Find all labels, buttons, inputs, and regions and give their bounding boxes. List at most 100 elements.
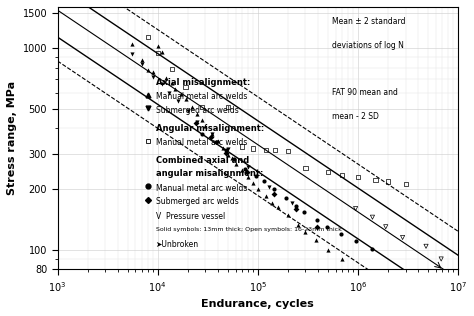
Point <box>222 150 229 155</box>
Point <box>324 170 331 175</box>
Point <box>265 184 273 189</box>
Text: Mean ± 2 standard: Mean ± 2 standard <box>332 17 405 27</box>
Text: Combined axial and: Combined axial and <box>155 156 249 165</box>
Text: Angular misalignment:: Angular misalignment: <box>155 124 264 133</box>
Point <box>313 218 321 223</box>
Point <box>208 131 216 137</box>
Point <box>172 86 179 91</box>
Point <box>199 131 206 137</box>
Text: deviations of log N: deviations of log N <box>332 41 404 50</box>
Point <box>354 174 362 179</box>
Point <box>284 213 292 218</box>
Text: Manual metal arc welds: Manual metal arc welds <box>155 184 247 192</box>
Point <box>254 186 262 191</box>
Point <box>422 244 430 249</box>
Point <box>168 66 176 71</box>
Point <box>192 120 200 125</box>
Text: mean - 2 SD: mean - 2 SD <box>332 112 379 121</box>
Point <box>338 173 346 178</box>
Point <box>301 230 309 235</box>
Point <box>288 201 296 206</box>
Point <box>352 206 359 211</box>
Point <box>292 204 300 209</box>
Point <box>128 41 136 46</box>
Point <box>352 239 359 244</box>
Point <box>238 144 246 149</box>
Point <box>282 196 290 201</box>
Point <box>230 156 238 161</box>
Point <box>194 112 201 117</box>
Point <box>184 108 191 113</box>
Point <box>149 70 157 75</box>
Point <box>238 168 246 173</box>
Point <box>292 206 300 211</box>
Point <box>241 166 249 171</box>
Text: angular misalignment:: angular misalignment: <box>155 169 263 178</box>
Point <box>402 181 410 186</box>
Point <box>219 145 227 150</box>
Text: FAT 90 mean and: FAT 90 mean and <box>332 88 398 97</box>
Point <box>214 139 222 144</box>
Text: V  Pressure vessel: V Pressure vessel <box>155 212 225 221</box>
Point <box>272 147 279 152</box>
Point <box>369 215 376 220</box>
Point <box>284 149 292 154</box>
Point <box>149 74 157 79</box>
Point <box>270 192 278 197</box>
Point <box>199 105 206 110</box>
Point <box>269 201 276 206</box>
Point <box>154 50 162 55</box>
Text: Manual metal arc welds: Manual metal arc welds <box>155 138 247 147</box>
Point <box>144 67 152 72</box>
Point <box>369 246 376 252</box>
Point <box>244 174 252 179</box>
Point <box>162 76 169 81</box>
Point <box>128 51 136 56</box>
Point <box>384 179 392 184</box>
Point <box>372 177 379 182</box>
Point <box>174 99 182 104</box>
Point <box>224 153 231 158</box>
Point <box>252 174 259 179</box>
Point <box>199 118 206 123</box>
Point <box>274 205 282 210</box>
Point <box>182 96 189 101</box>
Point <box>144 35 152 40</box>
Point <box>138 58 146 63</box>
Point <box>232 162 239 167</box>
Text: Submerged arc welds: Submerged arc welds <box>155 106 238 115</box>
Point <box>438 257 445 262</box>
Point <box>138 62 146 67</box>
Text: Axial misalignment:: Axial misalignment: <box>155 78 250 87</box>
Point <box>300 210 308 215</box>
Point <box>338 257 346 262</box>
Point <box>382 224 390 229</box>
Point <box>177 92 184 97</box>
Point <box>324 247 331 252</box>
Point <box>207 134 215 139</box>
Point <box>154 44 162 49</box>
Point <box>201 124 209 129</box>
Point <box>244 164 252 169</box>
Point <box>224 147 231 152</box>
Point <box>182 85 189 90</box>
Point <box>224 105 231 110</box>
Text: Solid symbols: 13mm thick; Open symbols: 16-23mm thick: Solid symbols: 13mm thick; Open symbols:… <box>155 227 341 232</box>
Point <box>212 139 219 144</box>
Text: ➤Unbroken: ➤Unbroken <box>155 240 199 249</box>
Point <box>262 148 269 153</box>
Point <box>243 169 251 174</box>
Point <box>188 105 196 110</box>
Point <box>399 235 406 240</box>
Point <box>249 180 257 185</box>
Point <box>208 131 216 137</box>
Point <box>270 186 278 191</box>
Point <box>312 237 319 242</box>
Point <box>262 193 269 198</box>
Point <box>158 49 165 54</box>
Point <box>249 146 257 151</box>
Point <box>194 119 201 125</box>
Point <box>294 222 301 227</box>
Point <box>168 81 176 86</box>
Point <box>165 90 173 95</box>
